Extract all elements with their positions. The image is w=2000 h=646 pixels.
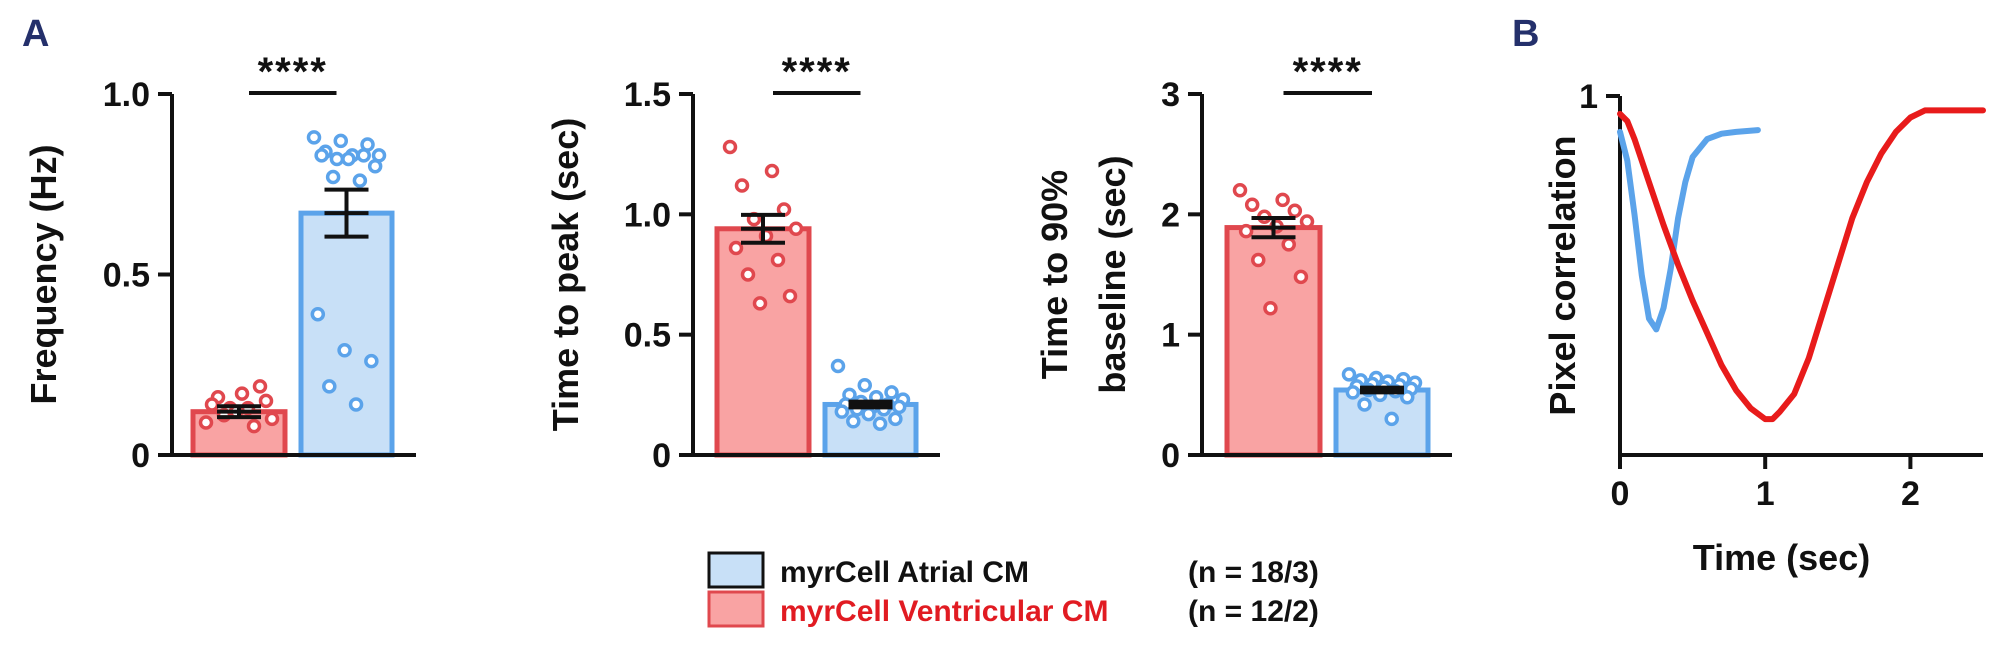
significance-label: ****	[782, 50, 852, 94]
panel-letter-a: A	[22, 13, 49, 55]
y-tick-label: 0	[652, 437, 671, 475]
legend-n-atrial: (n = 18/3)	[1188, 556, 1319, 589]
atrial-data-point	[846, 414, 861, 429]
ventricular-data-point	[234, 386, 250, 401]
ventricular-data-point	[1287, 203, 1303, 218]
atrial-data-point	[1345, 385, 1361, 400]
y-tick-label: 0.5	[103, 257, 150, 295]
y-tick-label: 0	[1161, 437, 1180, 475]
legend: myrCell Atrial CM (n = 18/3) myrCell Ven…	[707, 551, 1319, 628]
x-tick-label: 1	[1756, 475, 1775, 513]
atrial-data-point	[348, 397, 364, 412]
atrial-data-point	[314, 148, 329, 163]
y-axis-label: baseline (sec)	[1092, 155, 1133, 393]
atrial-bar	[298, 210, 395, 458]
atrial-data-point	[872, 416, 888, 431]
ventricular-data-point	[1281, 237, 1296, 252]
y-axis-label: Time to 90%	[1034, 170, 1075, 379]
y-axis-label: Pixel correlation	[1542, 135, 1583, 415]
atrial-data-point	[341, 151, 356, 167]
significance-label: ****	[258, 50, 328, 94]
ventricular-data-point	[204, 397, 220, 412]
ventricular-data-point	[252, 379, 268, 394]
ventricular-data-point	[1238, 223, 1254, 239]
ventricular-data-point	[764, 163, 780, 179]
pixel-correlation-line-chart: 0 1 2 1 Time (sec) Pixel correlation	[1542, 78, 1986, 578]
ventricular-data-point	[198, 415, 214, 430]
y-axis-label: Frequency (Hz)	[23, 144, 64, 404]
ventricular-data-point	[1263, 300, 1278, 316]
atrial-data-point	[333, 133, 349, 149]
ventricular-data-point	[1293, 269, 1309, 285]
atrial-data-point	[830, 358, 846, 374]
ventricular-data-point	[752, 296, 768, 311]
ventricular-data-point	[1244, 197, 1260, 212]
y-tick-label: 0	[131, 437, 150, 475]
legend-label-ventricular: myrCell Ventricular CM	[780, 595, 1108, 628]
ventricular-data-point	[788, 221, 804, 237]
atrial-data-point	[306, 130, 322, 145]
time-to-baseline-bar-chart: 0 1 2 3 Time to 90% baseline (sec) ****	[1034, 50, 1452, 475]
panel-letter-b: B	[1512, 13, 1539, 55]
atrial-data-point	[310, 306, 326, 322]
ventricular-bar	[714, 226, 812, 458]
y-tick-label: 1	[1579, 78, 1598, 116]
atrial-data-point	[884, 385, 899, 400]
atrial-data-point	[888, 411, 903, 427]
atrial-data-point	[352, 173, 368, 188]
atrial-data-point	[364, 353, 379, 369]
ventricular-data-point	[728, 240, 744, 256]
ventricular-bar	[1224, 225, 1323, 458]
ventricular-data-point	[1299, 214, 1315, 229]
ventricular-data-point	[1232, 183, 1248, 198]
ventricular-data-point	[246, 418, 262, 434]
significance-label: ****	[1293, 50, 1363, 94]
atrial-correlation-line	[1617, 127, 1761, 333]
y-axis-label: Time to peak (sec)	[545, 118, 586, 431]
ventricular-data-point	[722, 139, 738, 155]
atrial-data-point	[325, 169, 341, 185]
ventricular-data-point	[258, 393, 274, 409]
ventricular-data-point	[770, 252, 786, 268]
ventricular-data-point	[1275, 192, 1290, 208]
atrial-data-point	[337, 343, 352, 358]
y-tick-label: 1.0	[624, 196, 671, 234]
x-tick-label: 0	[1611, 475, 1630, 513]
y-tick-label: 1	[1161, 317, 1180, 355]
legend-label-atrial: myrCell Atrial CM	[780, 556, 1029, 589]
y-tick-label: 1.5	[624, 76, 671, 114]
ventricular-data-point	[264, 411, 280, 427]
atrial-data-point	[1384, 411, 1399, 427]
atrial-data-point	[891, 399, 907, 415]
atrial-data-point	[861, 406, 876, 422]
y-tick-label: 2	[1161, 196, 1180, 234]
y-tick-label: 0.5	[624, 317, 671, 355]
atrial-data-point	[356, 148, 371, 163]
legend-swatch-atrial	[707, 551, 765, 589]
atrial-data-point	[1357, 397, 1372, 412]
y-tick-label: 1.0	[103, 76, 150, 114]
legend-n-ventricular: (n = 12/2)	[1188, 595, 1319, 628]
x-tick-label: 2	[1901, 475, 1920, 513]
ventricular-data-point	[740, 267, 756, 282]
frequency-bar-chart: 0 0.5 1.0 Frequency (Hz) ****	[23, 50, 416, 475]
time-to-peak-bar-chart: 0 0.5 1.0 1.5 Time to peak (sec) ****	[545, 50, 940, 475]
x-axis-label: Time (sec)	[1693, 537, 1870, 578]
atrial-data-point	[857, 377, 873, 393]
y-tick-label: 3	[1161, 76, 1180, 114]
atrial-data-point	[367, 158, 383, 174]
legend-swatch-ventricular	[707, 590, 765, 628]
atrial-data-point	[834, 404, 850, 419]
ventricular-data-point	[734, 178, 750, 193]
ventricular-correlation-line	[1617, 107, 1986, 423]
ventricular-data-point	[782, 288, 798, 304]
atrial-data-point	[1399, 389, 1415, 405]
atrial-data-point	[322, 379, 337, 394]
atrial-data-point	[329, 151, 345, 167]
atrial-data-point	[1341, 367, 1357, 382]
ventricular-data-point	[1251, 252, 1266, 268]
